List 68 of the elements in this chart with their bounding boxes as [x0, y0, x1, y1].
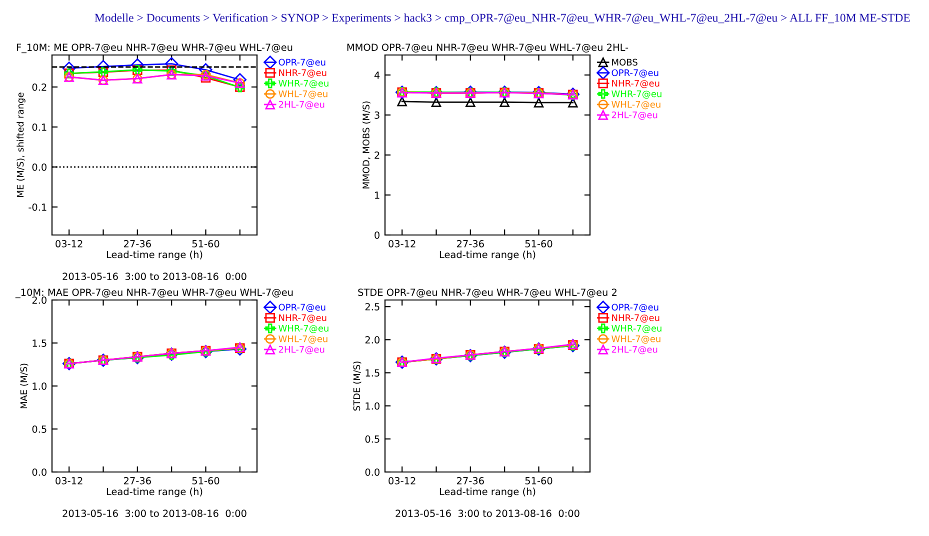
x-tick-label: 27-36: [457, 477, 484, 484]
y-tick-label: 2.0: [32, 296, 46, 304]
x-tick-label: 51-60: [192, 240, 220, 248]
y-tick-label: -0.1: [28, 203, 46, 211]
y-axis-title: MMOD, MOBS (M/S): [362, 102, 370, 188]
x-tick-label: 03-12: [56, 477, 82, 484]
y-axis-title: ME (M/S), shifted range: [16, 92, 26, 197]
y-axis-title: MAE (M/S): [20, 364, 28, 408]
y-tick-label: 1.0: [32, 382, 46, 390]
legend-label: MOBS: [612, 58, 638, 66]
legend-label: OPR-7@eu: [612, 304, 658, 312]
y-tick-label: 0.0: [32, 163, 46, 171]
x-tick-label: 27-36: [457, 240, 484, 248]
legend-label: OPR-7@eu: [612, 69, 658, 78]
y-tick-label: 1: [375, 192, 380, 199]
legend-label: WHL-7@eu: [278, 90, 328, 99]
y-tick-label: 2.0: [365, 336, 380, 344]
legend-label: NHR-7@eu: [279, 69, 326, 78]
x-tick-label: 27-36: [124, 477, 151, 484]
legend-label: OPR-7@eu: [278, 58, 326, 68]
y-tick-label: 0.5: [365, 435, 380, 443]
legend-label: 2HL-7@eu: [612, 111, 658, 120]
y-tick-label: 0.1: [32, 123, 46, 131]
text: 2013-05-16 3:00 to 2013-08-16 0:00: [396, 510, 580, 518]
legend-label: WHR-7@eu: [612, 324, 662, 334]
y-tick-label: 1.5: [366, 369, 380, 377]
legend-label: 2HL-7@eu: [612, 346, 658, 354]
legend-label: 2HL-7@eu: [278, 346, 324, 354]
x-tick-label: 03-12: [56, 240, 82, 248]
x-tick-label: 27-36: [124, 240, 151, 248]
y-tick-label: 1.0: [366, 402, 380, 410]
x-axis-title: Lead-time range (h): [106, 250, 202, 260]
chart-title: MMOD OPR-7@eu NHR-7@eu WHR-7@eu WHL-7@eu 2HL-: [347, 44, 628, 53]
y-tick-label: 2: [374, 151, 380, 159]
text: 2013-05-16 3:00 to 2013-08-16 0:00: [62, 272, 246, 280]
y-tick-label: 0.5: [32, 425, 46, 433]
legend-label: WHL-7@eu: [612, 101, 660, 110]
legend-label: WHL-7@eu: [612, 336, 660, 344]
legend-label: OPR-7@eu: [278, 304, 326, 312]
text: Modelle > Documents > Verification > SYNOP > Experiments > hack3 > cmp_OPR-7@eu_NHR-7@eu_WHR-7@eu_WHL-7@eu_2HL-7@eu > ALL FF_10M ME-STDE: [94, 13, 910, 24]
legend-label: WHR-7@eu: [278, 80, 328, 88]
x-tick-label: 51-60: [525, 477, 552, 484]
legend-label: NHR-7@eu: [612, 314, 660, 323]
legend-label: WHR-7@eu: [612, 90, 662, 99]
y-tick-label: 0: [374, 231, 380, 239]
y-tick-label: 4: [374, 72, 380, 79]
legend-label: 2HL-7@eu: [278, 100, 324, 110]
chart-title: F_10M: ME OPR-7@eu NHR-7@eu WHR-7@eu WHL-7@eu: [16, 44, 292, 54]
chart-title: STDE OPR-7@eu NHR-7@eu WHR-7@eu WHL-7@eu 2: [358, 288, 616, 298]
x-tick-label: 03-12: [388, 240, 416, 248]
y-tick-label: 0.2: [32, 83, 46, 91]
y-tick-label: 3: [374, 111, 380, 119]
x-axis-title: Lead-time range (h): [440, 488, 536, 498]
legend-label: NHR-7@eu: [279, 314, 326, 323]
x-axis-title: Lead-time range (h): [440, 250, 536, 260]
y-tick-label: 0.0: [365, 468, 380, 476]
x-tick-label: 03-12: [388, 477, 416, 484]
text: 2013-05-16 3:00 to 2013-08-16 0:00: [62, 510, 246, 518]
y-axis-title: STDE (M/S): [353, 362, 362, 411]
legend-label: WHR-7@eu: [278, 324, 328, 334]
legend-label: NHR-7@eu: [612, 80, 660, 88]
x-axis-title: Lead-time range (h): [106, 488, 202, 498]
y-tick-label: 1.5: [32, 340, 46, 347]
y-tick-label: 2.5: [365, 303, 380, 310]
y-tick-label: 0.0: [32, 468, 46, 476]
legend-label: WHL-7@eu: [278, 336, 328, 344]
x-tick-label: 51-60: [525, 240, 552, 248]
x-tick-label: 51-60: [192, 477, 220, 484]
